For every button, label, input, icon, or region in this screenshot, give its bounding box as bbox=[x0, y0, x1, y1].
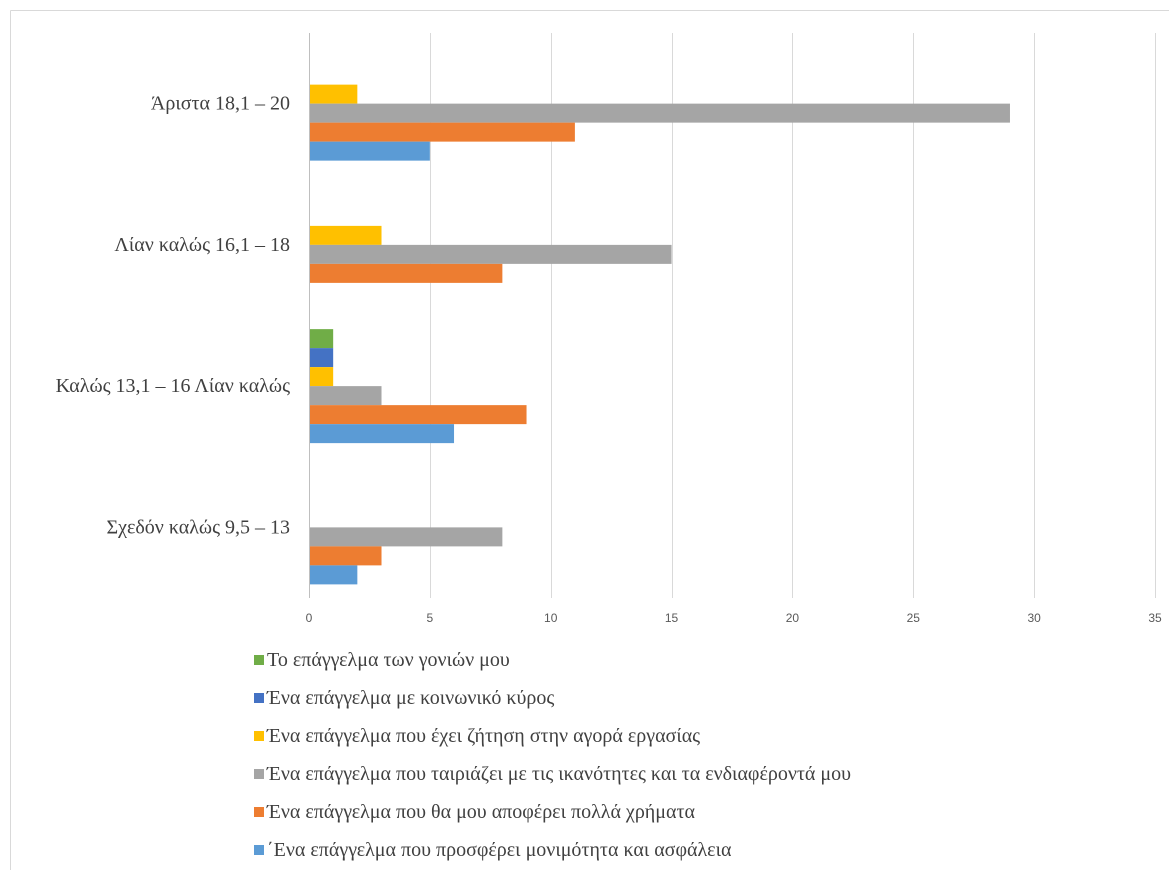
legend-item: Ένα επάγγελμα που ταιριάζει με τις ικανό… bbox=[254, 763, 851, 785]
legend-label: Ένα επάγγελμα που έχει ζήτηση στην αγορά… bbox=[266, 725, 700, 747]
x-tick-label: 25 bbox=[907, 611, 921, 625]
x-axis-tick-labels: 0 5 10 15 20 25 30 35 bbox=[306, 611, 1162, 625]
bar-s6-c1 bbox=[309, 141, 430, 161]
bar-s4-c1 bbox=[309, 103, 1010, 123]
chart-border bbox=[10, 10, 1169, 870]
bars bbox=[309, 84, 1010, 585]
legend-marker bbox=[254, 769, 264, 779]
x-tick-label: 10 bbox=[544, 611, 558, 625]
legend-marker bbox=[254, 693, 264, 703]
legend: Το επάγγελμα των γονιών μου Ένα επάγγελμα… bbox=[254, 649, 851, 861]
legend-item: Ένα επάγγελμα με κοινωνικό κύρος bbox=[254, 687, 554, 709]
x-tick-label: 30 bbox=[1027, 611, 1041, 625]
bar-s4-c4 bbox=[309, 527, 503, 547]
bar-s3-c2 bbox=[309, 225, 382, 245]
legend-marker bbox=[254, 845, 264, 855]
legend-label: Το επάγγελμα των γονιών μου bbox=[267, 649, 510, 671]
category-label: Καλώς 13,1 – 16 Λίαν καλώς bbox=[56, 375, 291, 397]
legend-label: Ένα επάγγελμα με κοινωνικό κύρος bbox=[266, 687, 554, 709]
bar-s3-c3 bbox=[309, 367, 334, 387]
category-label: Σχεδόν καλώς 9,5 – 13 bbox=[106, 516, 290, 538]
bar-s2-c3 bbox=[309, 348, 334, 368]
bar-s5-c4 bbox=[309, 546, 382, 566]
category-label: Λίαν καλώς 16,1 – 18 bbox=[114, 234, 290, 256]
legend-label: ΄Ενα επάγγελμα που προσφέρει μονιμότητα … bbox=[267, 839, 732, 861]
bar-s5-c1 bbox=[309, 122, 575, 142]
category-label: Άριστα 18,1 – 20 bbox=[151, 93, 290, 115]
bar-s4-c2 bbox=[309, 244, 672, 264]
bar-s1-c3 bbox=[309, 329, 334, 349]
bar-s5-c3 bbox=[309, 405, 527, 425]
bar-s6-c4 bbox=[309, 565, 358, 585]
legend-marker bbox=[254, 731, 264, 741]
bar-s6-c3 bbox=[309, 424, 455, 444]
legend-marker bbox=[254, 655, 264, 665]
legend-label: Ένα επάγγελμα που θα μου αποφέρει πολλά … bbox=[266, 801, 695, 823]
bar-s3-c1 bbox=[309, 84, 358, 104]
legend-marker bbox=[254, 807, 264, 817]
category-labels: Άριστα 18,1 – 20 Λίαν καλώς 16,1 – 18 Καλώ… bbox=[56, 93, 291, 539]
x-tick-label: 0 bbox=[306, 611, 313, 625]
bar-s4-c3 bbox=[309, 386, 382, 406]
x-tick-label: 35 bbox=[1148, 611, 1162, 625]
x-tick-label: 5 bbox=[427, 611, 434, 625]
bar-s5-c2 bbox=[309, 263, 503, 283]
legend-label: Ένα επάγγελμα που ταιριάζει με τις ικανό… bbox=[266, 763, 851, 785]
legend-item: ΄Ενα επάγγελμα που προσφέρει μονιμότητα … bbox=[254, 839, 732, 861]
x-tick-label: 15 bbox=[665, 611, 679, 625]
legend-item: Ένα επάγγελμα που θα μου αποφέρει πολλά … bbox=[254, 801, 695, 823]
legend-item: Το επάγγελμα των γονιών μου bbox=[254, 649, 510, 671]
legend-item: Ένα επάγγελμα που έχει ζήτηση στην αγορά… bbox=[254, 725, 700, 747]
x-tick-label: 20 bbox=[786, 611, 800, 625]
